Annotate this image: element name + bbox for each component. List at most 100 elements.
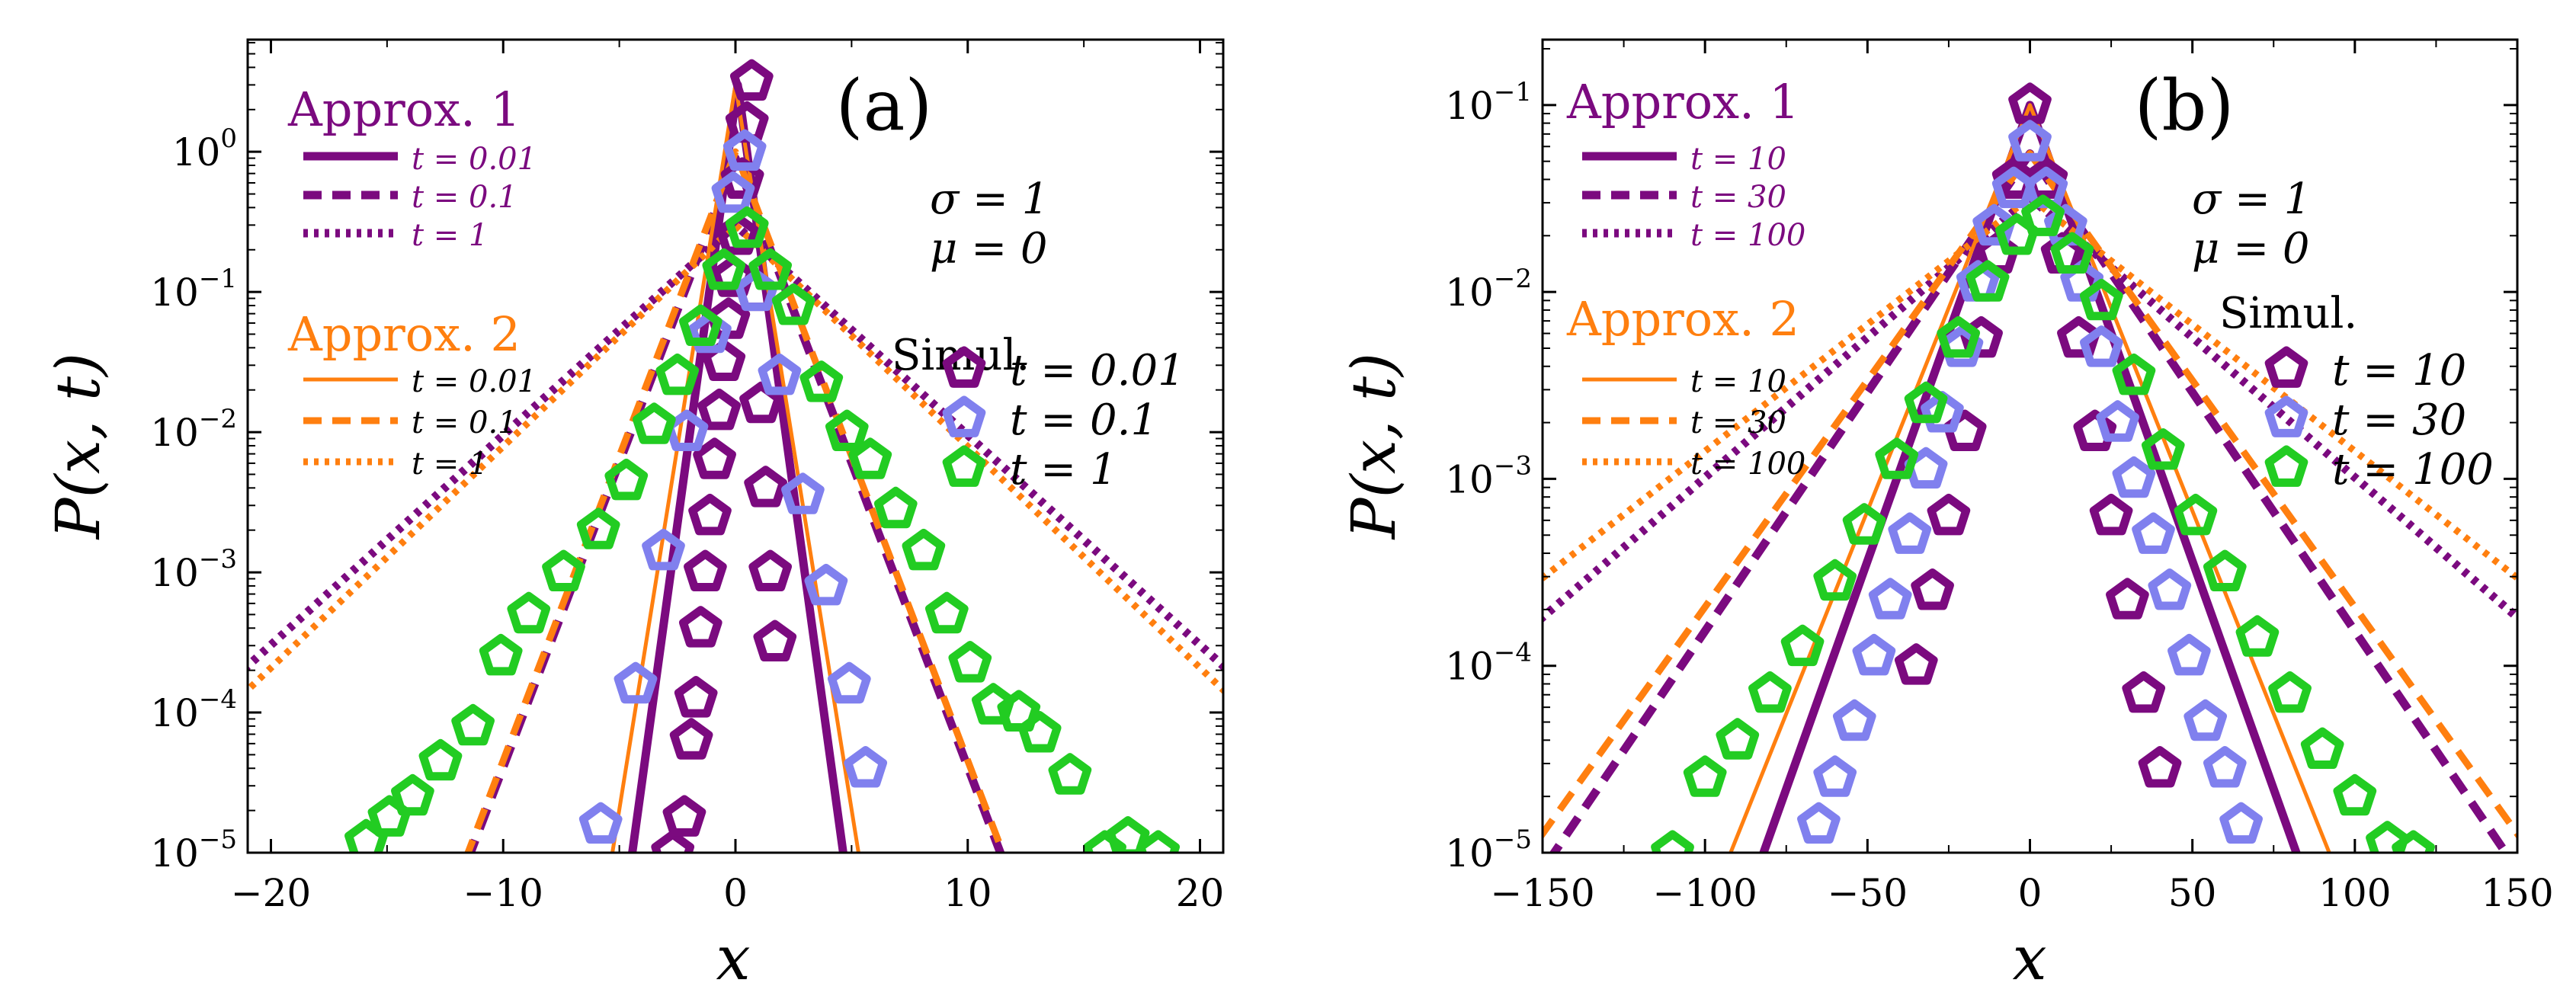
simul-point <box>674 676 718 718</box>
x-tick-label: 0 <box>2018 871 2043 915</box>
panel-a-ticks: −20 −10 0 10 20 10−5 10−4 10−3 10−2 10−1 100 <box>150 40 1224 915</box>
panel-a-legend-a1-t1: t = 0.01 <box>412 142 537 177</box>
y-tick-label: 10−5 <box>150 824 237 876</box>
panel-a-xlabel: x <box>716 923 750 994</box>
panel-a-legend-a2-t3: t = 1 <box>412 447 488 482</box>
y-tick-label: 100 <box>172 123 237 175</box>
y-tick-label: 10−4 <box>150 684 237 735</box>
panel-b-legend-a1-t3: t = 100 <box>1690 218 1805 253</box>
simul-point <box>848 437 892 479</box>
simul-point <box>1813 559 1857 601</box>
panel-a-markers <box>344 59 1180 853</box>
simul-point <box>948 641 992 683</box>
simul-point <box>1868 578 1912 620</box>
simul-point <box>2167 633 2211 676</box>
simul-point <box>753 620 797 661</box>
simul-point <box>2203 549 2247 591</box>
simul-point <box>2174 494 2218 536</box>
simul-point <box>828 661 871 704</box>
simul-point <box>1813 755 1857 797</box>
panel-b-curves <box>1543 101 2517 853</box>
x-tick-label: 20 <box>1176 871 1225 915</box>
simul-point <box>1875 437 1918 479</box>
panel-b-simul-t1: t = 10 <box>2332 346 2466 395</box>
simul-point <box>725 206 769 248</box>
simul-point <box>2235 615 2280 657</box>
simul-point <box>604 459 649 501</box>
x-tick-label: −100 <box>1652 871 1757 915</box>
simul-point <box>2148 568 2192 610</box>
y-tick-label: 10−3 <box>1445 450 1532 501</box>
simul-point <box>739 381 783 424</box>
simul-legend-marker <box>2264 395 2308 437</box>
y-tick-label: 10−5 <box>1445 824 1532 876</box>
simul-point <box>693 437 736 479</box>
simul-point <box>1748 671 1792 713</box>
simul-point <box>2268 671 2312 713</box>
panel-b: −150 −100 −50 0 50 100 150 10−5 10−4 10−3 10−2 10−1… <box>1338 38 2554 994</box>
simul-point <box>2073 409 2117 451</box>
x-tick-label: 0 <box>723 871 748 915</box>
simul-point <box>722 129 767 171</box>
panel-b-approx1-title: Approx. 1 <box>1566 74 1799 130</box>
panel-b-mu: μ = 0 <box>2192 224 2310 274</box>
panel-a-mu: μ = 0 <box>930 224 1048 274</box>
simul-point <box>576 508 620 549</box>
simul-point <box>2300 727 2344 769</box>
panel-a-simul-legend <box>942 346 986 487</box>
simul-point <box>655 354 700 395</box>
panel-a-simul-t2: t = 0.1 <box>1010 395 1158 445</box>
panel-b-simul-t2: t = 30 <box>2332 395 2466 445</box>
simul-point <box>2050 232 2094 274</box>
simul-point <box>720 157 764 199</box>
y-tick-label: 10−1 <box>150 264 237 315</box>
x-tick-label: 10 <box>944 871 992 915</box>
simul-point <box>2219 802 2263 844</box>
panel-a-legend-a2-t1: t = 0.01 <box>412 364 537 399</box>
panel-b-label: (b) <box>2135 65 2235 146</box>
simul-point <box>578 802 623 844</box>
panel-b-ylabel: P(x, t) <box>1338 353 1409 540</box>
simul-point <box>716 213 760 255</box>
panel-b-legend-a2-t2: t = 30 <box>1690 405 1786 440</box>
panel-b-xlabel: x <box>2012 923 2046 994</box>
simul-point <box>2024 157 2068 199</box>
simul-point <box>1895 643 1938 685</box>
simul-point <box>804 564 848 606</box>
simul-point <box>2138 746 2182 788</box>
simul-point <box>2089 494 2133 536</box>
simul-point <box>1136 830 1180 853</box>
simul-point <box>902 529 946 571</box>
approx1-curve <box>1543 193 2517 623</box>
simul-point <box>758 354 802 395</box>
simul-legend-marker <box>942 395 986 437</box>
simul-point <box>684 549 727 591</box>
panel-b-sigma: σ = 1 <box>2192 175 2311 224</box>
simul-point <box>1683 755 1727 797</box>
simul-point <box>688 494 732 536</box>
panel-b-legend-a2-t1: t = 10 <box>1690 364 1786 399</box>
simul-point <box>679 606 722 648</box>
simul-point <box>799 360 844 402</box>
simul-point <box>1921 391 1964 433</box>
simul-point <box>1937 316 1980 358</box>
x-tick-label: 150 <box>2481 871 2553 915</box>
simul-point <box>711 171 755 213</box>
y-tick-label: 10−2 <box>1445 264 1532 315</box>
simul-point <box>1106 816 1150 853</box>
simul-point <box>874 486 918 529</box>
simul-point <box>1888 512 1932 554</box>
simul-point <box>2106 578 2149 620</box>
simul-point <box>2184 699 2227 741</box>
simul-point <box>2142 428 2185 470</box>
simul-point <box>2366 821 2409 853</box>
simul-point <box>1966 260 2010 302</box>
panel-a-simul-t3: t = 1 <box>1010 445 1117 495</box>
simul-point <box>651 830 694 853</box>
simul-point <box>697 389 741 431</box>
panel-b-legend-a1-t1: t = 10 <box>1690 142 1786 177</box>
panel-a-legend-a1-t2: t = 0.1 <box>412 180 517 215</box>
simul-point <box>542 549 585 591</box>
simul-point <box>2112 456 2156 498</box>
x-tick-label: 50 <box>2168 871 2217 915</box>
